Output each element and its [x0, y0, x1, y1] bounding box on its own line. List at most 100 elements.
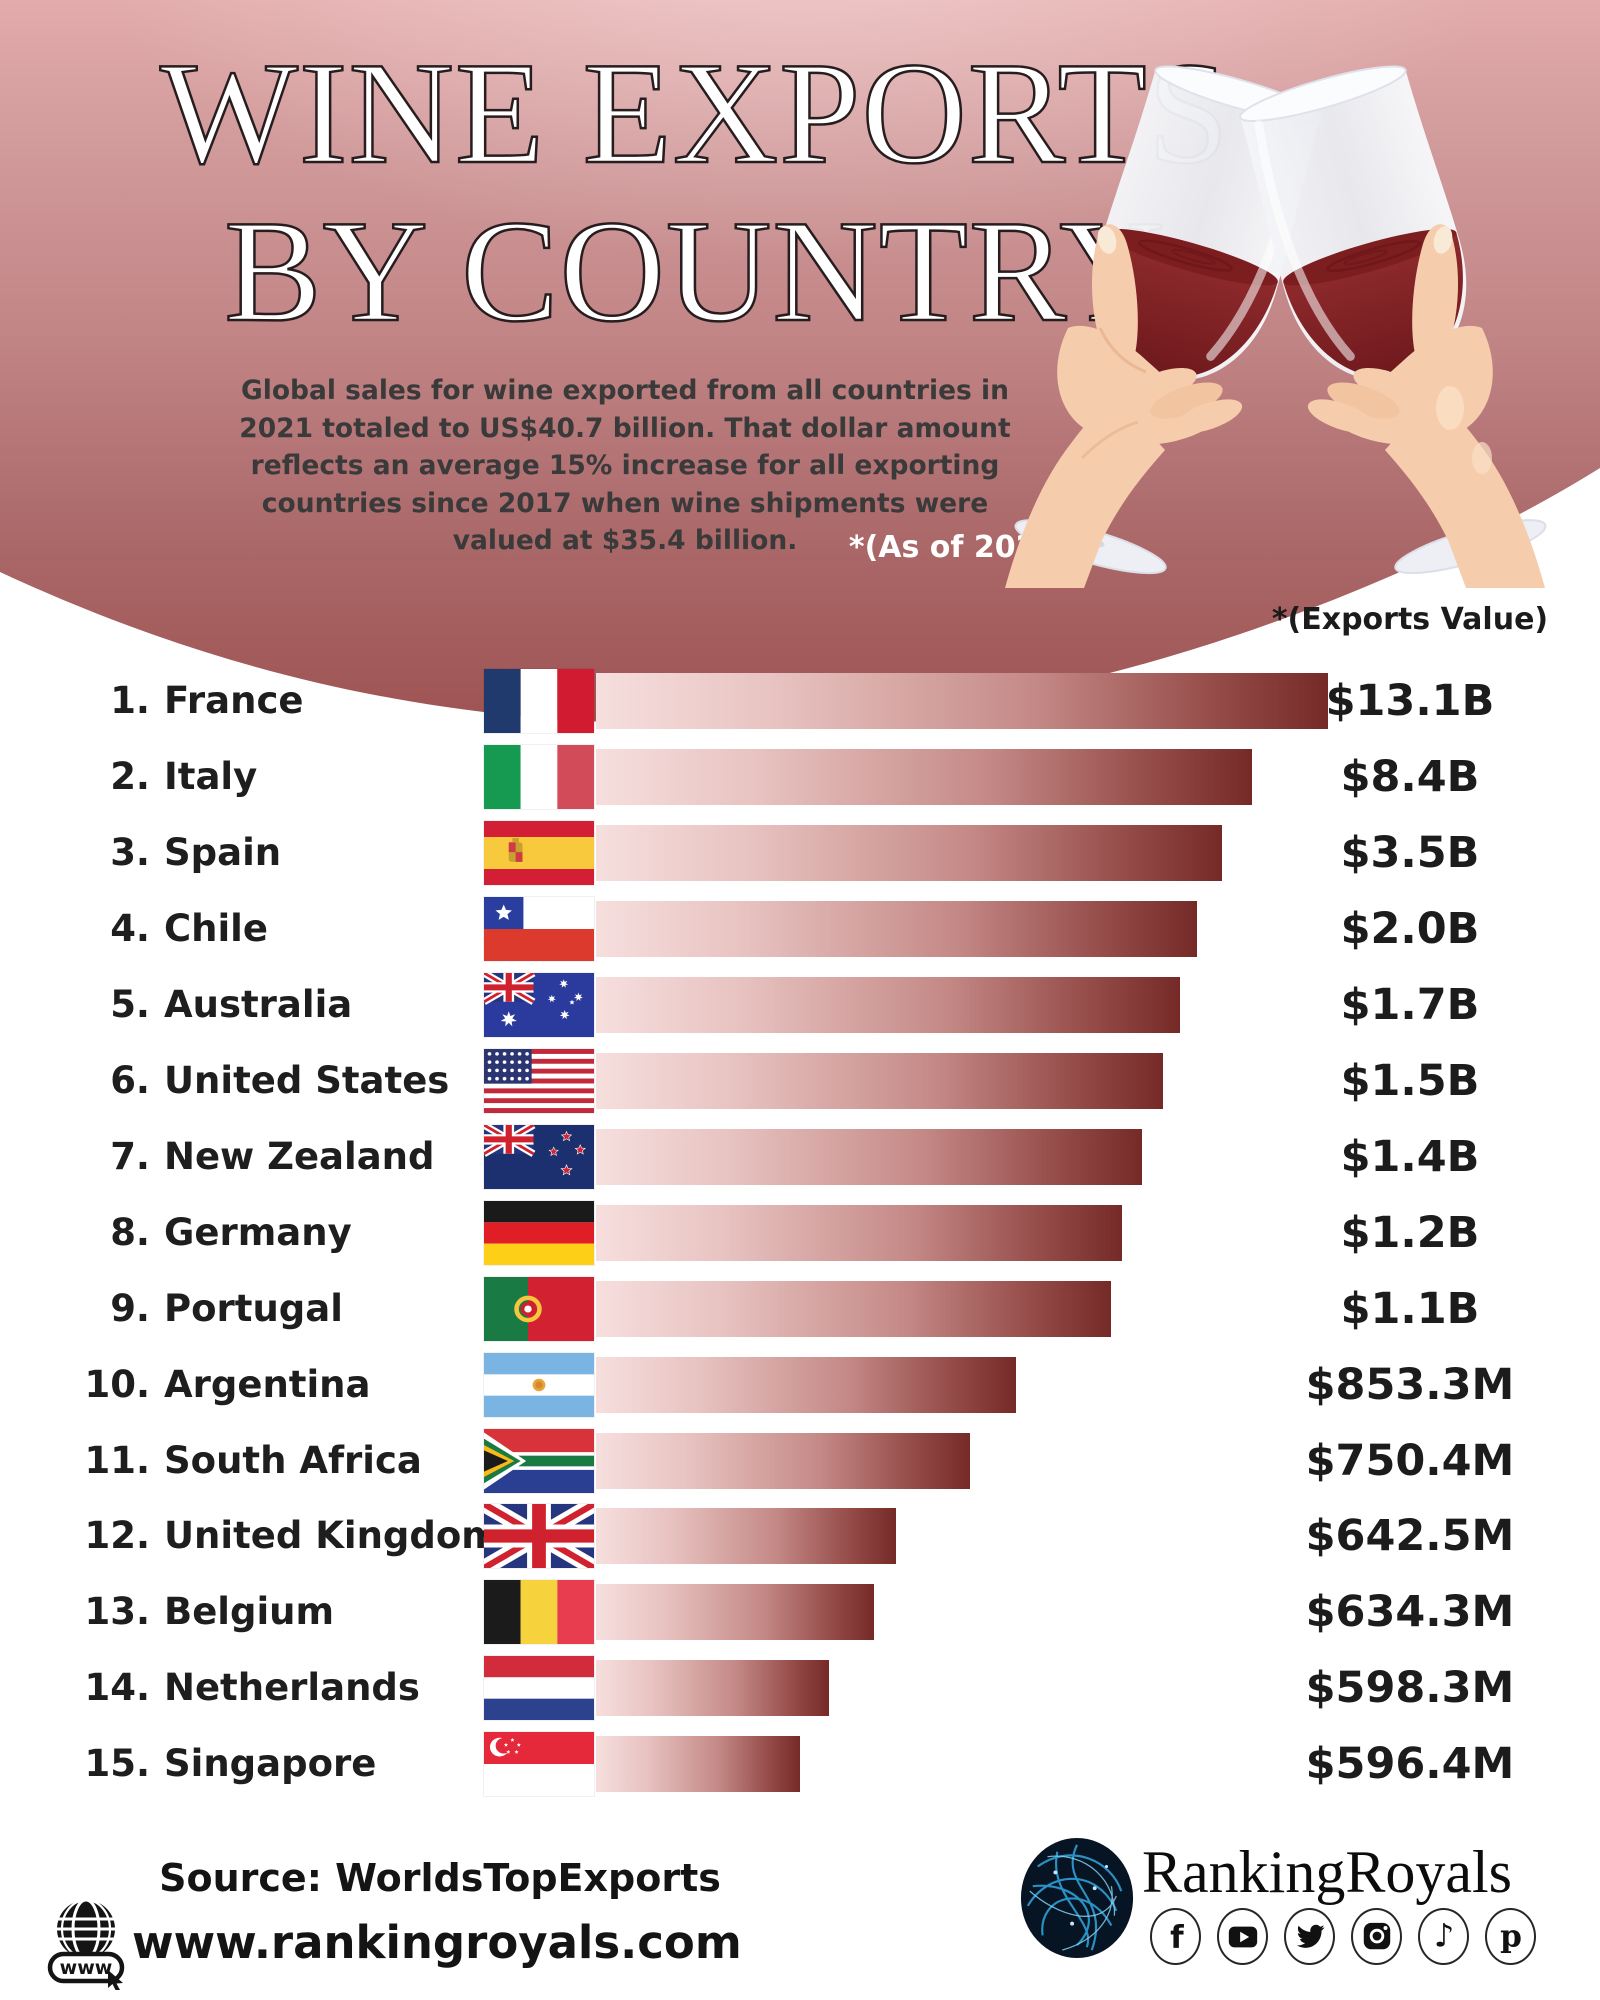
- pinterest-icon[interactable]: p: [1485, 1908, 1536, 1965]
- value-label: $642.5M: [1305, 1511, 1515, 1562]
- country-label: South Africa: [164, 1438, 422, 1482]
- value-label: $634.3M: [1305, 1587, 1515, 1638]
- website-link[interactable]: www.rankingroyals.com: [132, 1916, 742, 1969]
- value-label: $596.4M: [1305, 1739, 1515, 1790]
- au-flag-icon: [484, 972, 594, 1037]
- value-label: $853.3M: [1305, 1359, 1515, 1410]
- nl-flag-icon: [484, 1656, 594, 1721]
- value-label: $598.3M: [1305, 1663, 1515, 1714]
- value-bar: [596, 1508, 896, 1565]
- value-label: $1.2B: [1340, 1207, 1480, 1258]
- tiktok-icon[interactable]: ♪: [1418, 1908, 1469, 1965]
- rank-label: 3.: [110, 830, 150, 874]
- country-label: United Kingdom: [164, 1514, 500, 1558]
- value-bar: [596, 1280, 1111, 1337]
- value-label: $1.4B: [1340, 1131, 1480, 1182]
- page-title: WINE EXPORTS BY COUNTRY: [0, 32, 1390, 352]
- value-bar: [596, 673, 1328, 729]
- description-line: reflects an average 15% increase for all…: [250, 450, 1000, 481]
- cl-flag-icon: [484, 896, 594, 961]
- value-bar: [596, 824, 1222, 881]
- value-bar: [596, 1584, 874, 1641]
- source-text: Source: WorldsTopExports: [159, 1856, 721, 1900]
- de-flag-icon: [484, 1200, 594, 1265]
- rank-label: 10.: [84, 1362, 150, 1406]
- value-bar: [596, 1356, 1016, 1413]
- nz-flag-icon: [484, 1124, 594, 1189]
- value-bar: [596, 1052, 1163, 1109]
- youtube-icon[interactable]: [1217, 1908, 1268, 1965]
- title-line-2: BY COUNTRY: [223, 190, 1166, 352]
- ar-flag-icon: [484, 1352, 594, 1417]
- brand-globe-logo: [1020, 1838, 1134, 1958]
- value-bar: [596, 1736, 800, 1793]
- description-line: valued at $35.4 billion.: [452, 525, 798, 556]
- value-bar: [596, 1204, 1122, 1261]
- social-icons-row: f ♪ p: [1150, 1908, 1570, 1965]
- value-bar: [596, 1432, 970, 1489]
- twitter-icon[interactable]: [1284, 1908, 1335, 1965]
- rank-label: 11.: [84, 1438, 150, 1482]
- country-label: New Zealand: [164, 1134, 435, 1178]
- value-label: $1.7B: [1340, 979, 1480, 1030]
- country-label: Singapore: [164, 1742, 377, 1786]
- svg-text:f: f: [1170, 1919, 1184, 1955]
- rank-label: 15.: [84, 1742, 150, 1786]
- value-bar: [596, 900, 1197, 957]
- value-label: $8.4B: [1340, 751, 1480, 802]
- rank-label: 4.: [110, 906, 150, 950]
- value-bar: [596, 748, 1252, 805]
- us-flag-icon: [484, 1048, 594, 1113]
- value-label: $750.4M: [1305, 1435, 1515, 1486]
- value-label: $1.1B: [1340, 1283, 1480, 1334]
- exports-value-note: *(Exports Value): [1271, 602, 1549, 637]
- brand-name: RankingRoyals: [1142, 1839, 1512, 1905]
- it-flag-icon: [484, 744, 594, 809]
- www-globe-icon: www: [47, 1898, 125, 1990]
- hand-right: [1307, 224, 1545, 588]
- wine-toast-illustration: [1005, 65, 1547, 588]
- description-line: 2021 totaled to US$40.7 billion. That do…: [239, 412, 1011, 444]
- country-label: Argentina: [164, 1362, 371, 1406]
- rank-label: 5.: [110, 982, 150, 1026]
- instagram-icon[interactable]: [1351, 1908, 1402, 1965]
- za-flag-icon: [484, 1428, 594, 1493]
- value-label: $13.1B: [1325, 676, 1495, 726]
- hand-left: [1005, 224, 1243, 588]
- country-label: Belgium: [164, 1590, 335, 1634]
- sg-flag-icon: [484, 1732, 594, 1797]
- rank-label: 14.: [84, 1666, 150, 1710]
- fr-flag-icon: [484, 669, 594, 733]
- value-label: $3.5B: [1340, 827, 1480, 878]
- svg-text:www: www: [60, 1957, 113, 1979]
- es-flag-icon: [484, 820, 594, 885]
- header-description: Global sales for wine exported from all …: [205, 372, 1045, 560]
- pt-flag-icon: [484, 1276, 594, 1341]
- country-label: Germany: [164, 1210, 352, 1254]
- country-label: Chile: [164, 906, 268, 950]
- value-bar: [596, 1660, 829, 1717]
- country-label: France: [164, 679, 304, 722]
- value-label: $2.0B: [1340, 903, 1480, 954]
- rank-label: 9.: [110, 1286, 150, 1330]
- title-line-1: WINE EXPORTS: [159, 32, 1230, 194]
- rank-label: 1.: [110, 679, 150, 722]
- rank-label: 2.: [110, 754, 150, 798]
- value-bar: [596, 976, 1180, 1033]
- rank-label: 13.: [84, 1590, 150, 1634]
- country-label: Netherlands: [164, 1666, 420, 1710]
- svg-text:p: p: [1500, 1918, 1522, 1954]
- description-line: countries since 2017 when wine shipments…: [261, 487, 989, 519]
- value-label: $1.5B: [1340, 1055, 1480, 1106]
- be-flag-icon: [484, 1580, 594, 1645]
- rank-label: 7.: [110, 1134, 150, 1178]
- rank-label: 8.: [110, 1210, 150, 1254]
- rank-label: 6.: [110, 1058, 150, 1102]
- svg-text:♪: ♪: [1433, 1918, 1454, 1954]
- gb-flag-icon: [484, 1504, 594, 1569]
- country-label: Portugal: [164, 1286, 343, 1330]
- facebook-icon[interactable]: f: [1150, 1908, 1201, 1965]
- value-bar: [596, 1128, 1142, 1185]
- country-label: Italy: [164, 754, 258, 798]
